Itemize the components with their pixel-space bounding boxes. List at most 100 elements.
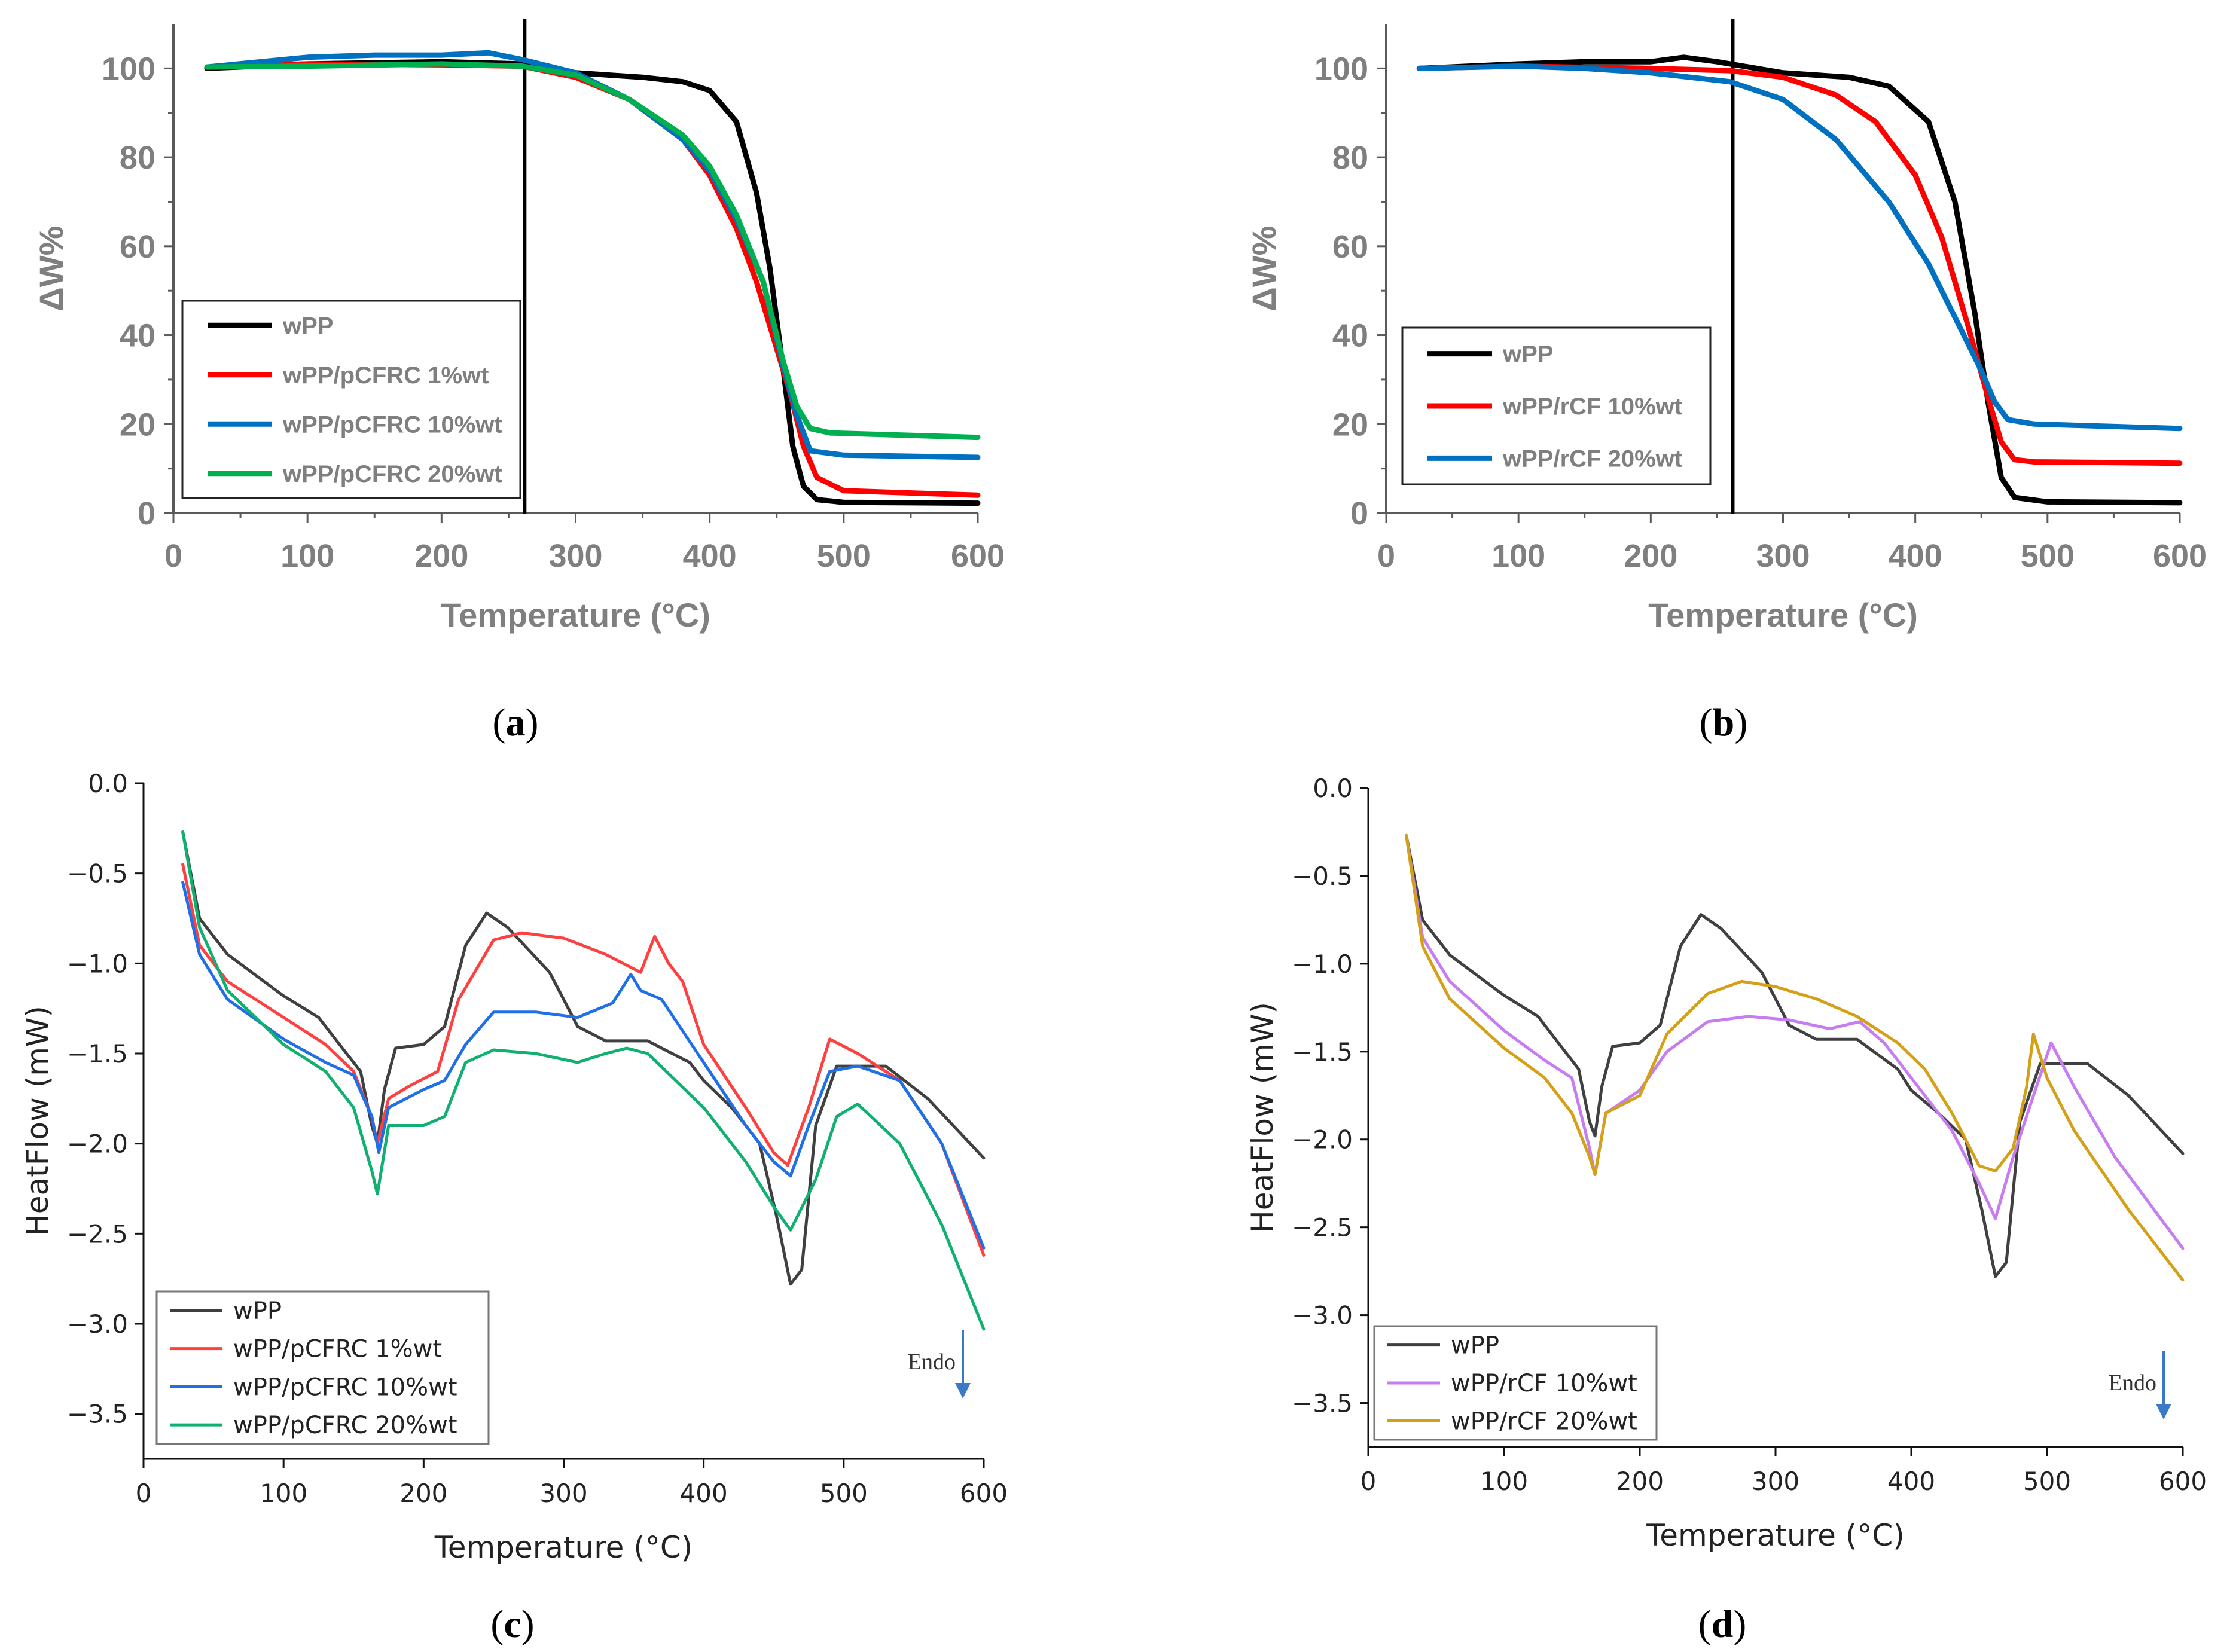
chart-panel-d: 0 100 200 300 400 500 600 0.0 −0.5 −1.0 −1.5 −2.0 −2… — [1245, 774, 2207, 1646]
series-line-3 — [1416, 63, 2183, 432]
series-line-1 — [1405, 833, 2185, 1278]
legend-label-3: wPP/rCF 20%wt — [1451, 1407, 1637, 1435]
x-axis-label: Temperature (°C) — [1646, 1518, 1905, 1553]
x-tick-label: 0 — [1377, 538, 1395, 574]
x-tick-label: 100 — [260, 1479, 307, 1508]
panel-caption: (a) — [493, 701, 539, 744]
x-tick-label: 0 — [164, 538, 182, 574]
legend-label-2: wPP/pCFRC 1%wt — [233, 1336, 442, 1363]
y-tick-label: −3.5 — [1292, 1389, 1353, 1418]
x-tick-label: 500 — [2021, 538, 2075, 574]
y-tick-label: 100 — [102, 51, 155, 87]
x-tick-label: 0 — [136, 1479, 152, 1508]
y-tick-label: 0 — [138, 496, 155, 532]
legend-label-2: wPP/rCF 10%wt — [1502, 393, 1682, 420]
y-tick-label: −3.5 — [67, 1400, 128, 1429]
x-tick-label: 400 — [1889, 538, 1942, 574]
legend-label-2: wPP/pCFRC 1%wt — [282, 362, 489, 389]
y-axis-label: HeatFlow (mW) — [20, 1006, 55, 1236]
x-tick-label: 100 — [280, 538, 334, 574]
legend-label-3: wPP/pCFRC 10%wt — [233, 1373, 457, 1401]
series-line-3 — [1405, 833, 2185, 1282]
x-tick-label: 0 — [1361, 1467, 1377, 1496]
x-tick-label: 100 — [1480, 1467, 1528, 1496]
endo-arrow-head — [2156, 1404, 2171, 1419]
legend-label-1: wPP — [1451, 1332, 1499, 1360]
x-tick-label: 600 — [2159, 1467, 2207, 1496]
legend-label-4: wPP/pCFRC 20%wt — [282, 461, 502, 487]
x-axis-label: Temperature (°C) — [1648, 596, 1918, 634]
y-tick-label: −1.5 — [1292, 1037, 1353, 1067]
x-tick-label: 600 — [960, 1479, 1008, 1508]
legend-label-3: wPP/rCF 20%wt — [1502, 445, 1682, 472]
x-tick-label: 300 — [548, 538, 602, 574]
y-tick-label: −2.5 — [1292, 1213, 1353, 1242]
x-tick-label: 500 — [820, 1479, 868, 1508]
y-tick-label: −0.5 — [67, 859, 128, 888]
chart-panel-a: 0 100 200 300 400 500 600 0 20 40 60 80 100 Temperatu… — [32, 19, 1005, 744]
y-tick-label: −1.0 — [1292, 949, 1353, 979]
endo-annotation: Endo — [2109, 1370, 2156, 1396]
y-tick-label: −2.0 — [67, 1129, 128, 1159]
y-tick-label: 100 — [1314, 51, 1368, 87]
x-tick-label: 500 — [817, 538, 871, 574]
legend-box — [155, 1290, 490, 1445]
endo-arrow-head — [955, 1383, 971, 1398]
y-tick-label: −1.5 — [67, 1039, 128, 1068]
legend-label-4: wPP/pCFRC 20%wt — [233, 1412, 457, 1439]
y-tick-label: 0.0 — [88, 769, 128, 798]
series-line-2 — [1416, 63, 2183, 466]
y-tick-label: −0.5 — [1292, 862, 1353, 891]
series-line-3 — [204, 50, 981, 460]
y-tick-label: 20 — [120, 407, 155, 442]
x-tick-label: 200 — [1616, 1467, 1664, 1496]
legend-label-2: wPP/rCF 10%wt — [1451, 1370, 1637, 1397]
series-line-2 — [181, 863, 986, 1257]
legend-box — [181, 300, 521, 499]
x-tick-label: 200 — [1624, 538, 1677, 574]
panel-caption: (d) — [1698, 1602, 1747, 1646]
x-tick-label: 200 — [414, 538, 468, 574]
x-axis-label: Temperature (°C) — [434, 1530, 693, 1565]
y-tick-label: 0 — [1350, 496, 1368, 532]
series-line-2 — [1405, 833, 2185, 1250]
y-tick-label: −3.0 — [1292, 1301, 1353, 1330]
legend-label-3: wPP/pCFRC 10%wt — [282, 411, 502, 438]
y-axis-label: ΔW% — [1245, 226, 1283, 312]
x-tick-label: 600 — [2153, 538, 2207, 574]
chart-panel-b: 0 100 200 300 400 500 600 0 20 40 60 80 100 Temperatu… — [1245, 19, 2207, 744]
legend-label-1: wPP — [233, 1297, 282, 1325]
panel-caption: (c) — [490, 1602, 534, 1646]
y-tick-label: −3.0 — [67, 1309, 128, 1339]
x-tick-label: 300 — [1756, 538, 1810, 574]
y-tick-label: −2.5 — [67, 1219, 128, 1248]
x-axis-label: Temperature (°C) — [441, 596, 710, 634]
y-tick-label: 20 — [1332, 407, 1368, 442]
y-tick-label: −1.0 — [67, 949, 128, 978]
y-axis-label: HeatFlow (mW) — [1245, 1002, 1280, 1233]
x-tick-label: 400 — [683, 538, 737, 574]
x-tick-label: 300 — [539, 1479, 587, 1508]
y-tick-label: 60 — [1332, 229, 1368, 265]
series-line-1 — [181, 830, 986, 1286]
x-tick-label: 500 — [2023, 1467, 2071, 1496]
series-line-1 — [1416, 54, 2183, 506]
y-tick-label: 80 — [1332, 140, 1368, 176]
series-line-4 — [204, 61, 981, 441]
y-axis-label: ΔW% — [32, 226, 70, 312]
legend-label-1: wPP — [282, 313, 333, 339]
panel-caption: (b) — [1700, 701, 1748, 744]
endo-annotation: Endo — [908, 1349, 956, 1375]
y-tick-label: 40 — [120, 318, 155, 354]
y-tick-label: −2.0 — [1292, 1125, 1353, 1155]
x-tick-label: 600 — [951, 538, 1005, 574]
series-line-3 — [181, 881, 986, 1250]
x-tick-label: 400 — [1887, 1467, 1935, 1496]
x-tick-label: 200 — [399, 1479, 447, 1508]
series-line-4 — [181, 830, 986, 1331]
x-tick-label: 400 — [680, 1479, 728, 1508]
y-tick-label: 80 — [120, 140, 155, 176]
y-tick-label: 60 — [120, 229, 155, 265]
legend-label-1: wPP — [1502, 341, 1553, 368]
